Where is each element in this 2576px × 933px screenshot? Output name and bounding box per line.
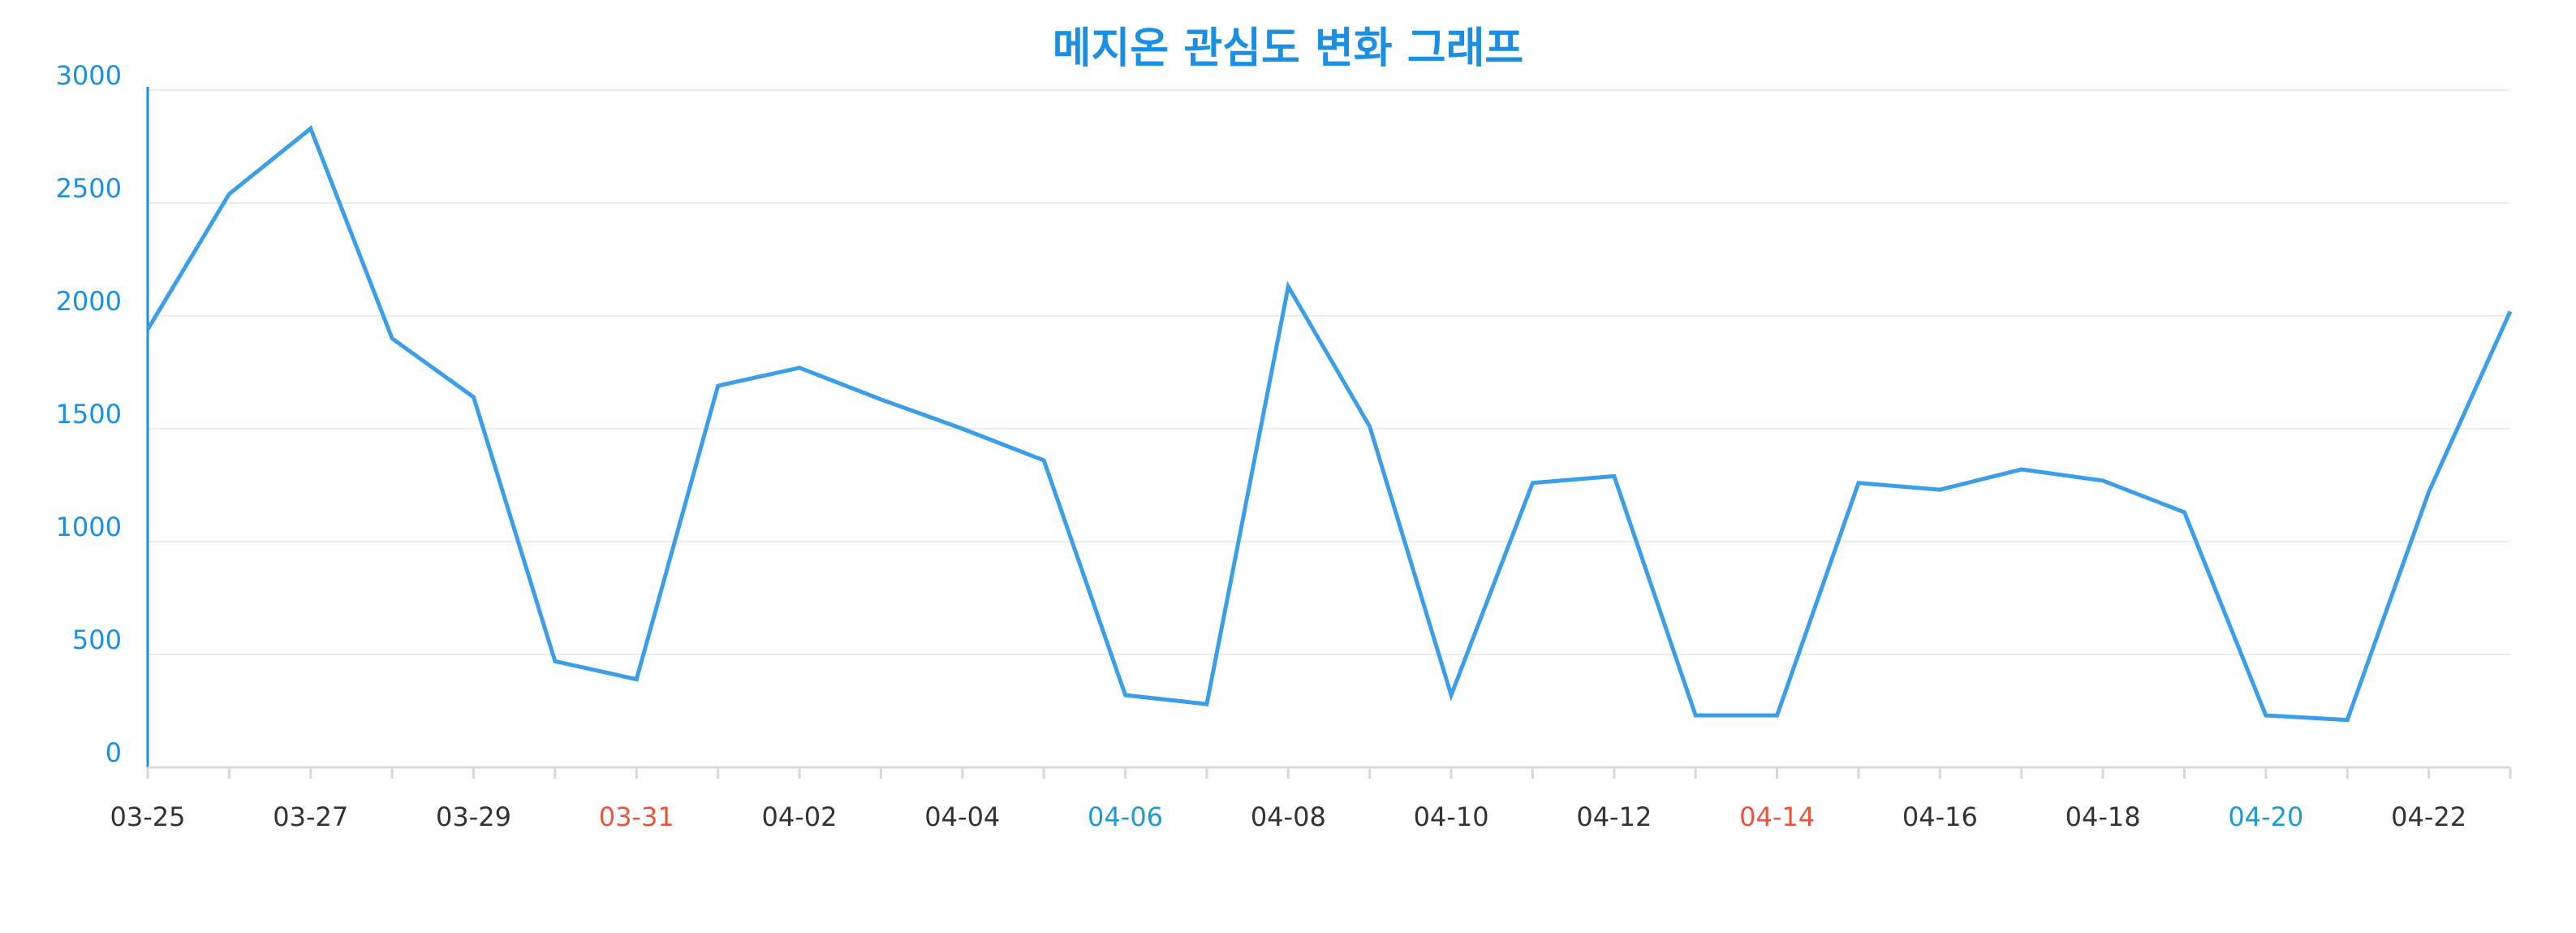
chart-title: 메지온 관심도 변화 그래프 — [1053, 24, 1524, 73]
x-tick-label: 04-16 — [1902, 801, 1978, 832]
y-tick-label: 1500 — [56, 399, 122, 430]
x-tick-label: 04-12 — [1576, 801, 1652, 832]
x-tick-label: 03-29 — [436, 801, 511, 832]
x-tick-label: 04-14 — [1739, 801, 1815, 832]
x-tick-label: 04-20 — [2228, 801, 2303, 832]
x-tick-label: 04-04 — [924, 801, 1000, 832]
y-tick-label: 2500 — [56, 173, 122, 204]
x-tick-label: 04-22 — [2391, 801, 2466, 832]
x-tick-label: 03-31 — [599, 801, 674, 832]
y-tick-label: 1000 — [56, 512, 122, 542]
y-tick-label: 500 — [72, 624, 122, 655]
data-line — [145, 125, 2513, 723]
x-tick-label: 04-06 — [1088, 801, 1163, 832]
x-tick-label: 04-18 — [2066, 801, 2141, 832]
y-tick-label: 3000 — [56, 60, 122, 91]
y-tick-label: 0 — [106, 737, 122, 768]
x-tick-label: 04-08 — [1251, 801, 1326, 832]
x-tick-label: 04-02 — [762, 801, 838, 832]
x-tick-label: 03-25 — [110, 801, 186, 832]
x-tick-label: 03-27 — [273, 801, 348, 832]
x-tick-label: 04-10 — [1414, 801, 1489, 832]
y-tick-label: 2000 — [56, 286, 122, 317]
